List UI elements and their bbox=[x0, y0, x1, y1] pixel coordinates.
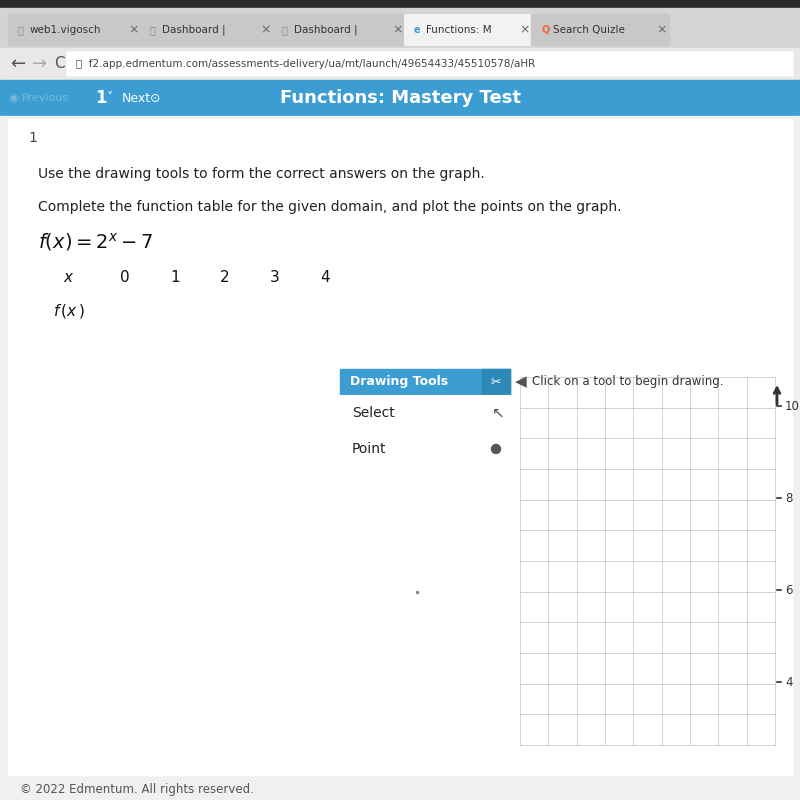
Text: ↖: ↖ bbox=[492, 406, 505, 421]
Bar bbox=[200, 294, 250, 327]
Bar bbox=[100, 294, 150, 327]
Text: web1.vigosch: web1.vigosch bbox=[30, 25, 102, 35]
Bar bbox=[250, 294, 300, 327]
Text: 🌐: 🌐 bbox=[18, 25, 24, 35]
Text: ←: ← bbox=[10, 55, 25, 73]
Text: © 2022 Edmentum. All rights reserved.: © 2022 Edmentum. All rights reserved. bbox=[20, 782, 254, 795]
Bar bbox=[150, 294, 200, 327]
Text: ˅: ˅ bbox=[107, 91, 114, 105]
Text: Q: Q bbox=[541, 25, 550, 35]
Text: 🔒  f2.app.edmentum.com/assessments-delivery/ua/mt/launch/49654433/45510578/aHR: 🔒 f2.app.edmentum.com/assessments-delive… bbox=[76, 59, 535, 69]
Text: $\mathit{f}(\mathit{x}) = 2^\mathit{x} - 7$: $\mathit{f}(\mathit{x}) = 2^\mathit{x} -… bbox=[38, 231, 154, 253]
Bar bbox=[150, 261, 200, 294]
Bar bbox=[340, 395, 510, 431]
Text: C: C bbox=[54, 57, 65, 71]
Text: ×: × bbox=[392, 23, 402, 37]
FancyBboxPatch shape bbox=[8, 14, 142, 46]
Text: 1: 1 bbox=[170, 270, 180, 285]
Text: 🔔: 🔔 bbox=[282, 25, 288, 35]
Text: 0: 0 bbox=[120, 270, 130, 285]
Text: Functions: M: Functions: M bbox=[426, 25, 492, 35]
Text: Previous: Previous bbox=[22, 93, 69, 103]
Text: Search Quizle: Search Quizle bbox=[553, 25, 625, 35]
Text: 8: 8 bbox=[785, 492, 792, 505]
Text: Select: Select bbox=[352, 406, 394, 420]
Bar bbox=[8, 119, 792, 775]
Bar bbox=[340, 369, 510, 395]
Text: $\mathit{f\,(x\,)}$: $\mathit{f\,(x\,)}$ bbox=[53, 302, 85, 319]
Text: Functions: Mastery Test: Functions: Mastery Test bbox=[279, 89, 521, 107]
Text: 4: 4 bbox=[785, 676, 793, 689]
Text: ×: × bbox=[519, 23, 530, 37]
Bar bbox=[340, 431, 510, 467]
Bar bbox=[300, 294, 350, 327]
Bar bbox=[520, 377, 775, 745]
Text: →: → bbox=[32, 55, 47, 73]
Text: 3: 3 bbox=[270, 270, 280, 285]
Text: ⊙: ⊙ bbox=[150, 91, 161, 105]
FancyBboxPatch shape bbox=[140, 14, 274, 46]
FancyBboxPatch shape bbox=[404, 14, 533, 46]
Text: Use the drawing tools to form the correct answers on the graph.: Use the drawing tools to form the correc… bbox=[38, 167, 485, 181]
Bar bbox=[300, 261, 350, 294]
Text: 10: 10 bbox=[785, 400, 800, 413]
Bar bbox=[200, 261, 250, 294]
Text: 🔔: 🔔 bbox=[150, 25, 156, 35]
Text: $\mathit{x}$: $\mathit{x}$ bbox=[63, 270, 74, 285]
Bar bbox=[0, 80, 800, 116]
Text: Dashboard |: Dashboard | bbox=[294, 25, 358, 35]
Text: ◀: ◀ bbox=[515, 374, 526, 390]
FancyBboxPatch shape bbox=[272, 14, 406, 46]
Text: Click on a tool to begin drawing.: Click on a tool to begin drawing. bbox=[532, 375, 723, 389]
Text: e: e bbox=[414, 25, 421, 35]
Text: 4: 4 bbox=[320, 270, 330, 285]
Text: Dashboard |: Dashboard | bbox=[162, 25, 226, 35]
FancyBboxPatch shape bbox=[17, 126, 49, 150]
Bar bbox=[250, 261, 300, 294]
Text: 1: 1 bbox=[29, 131, 38, 145]
Circle shape bbox=[491, 445, 501, 454]
Text: Point: Point bbox=[352, 442, 386, 456]
Bar bbox=[0, 778, 800, 800]
Bar bbox=[38, 261, 100, 294]
Text: 6: 6 bbox=[785, 584, 793, 597]
Bar bbox=[38, 294, 100, 327]
Bar bbox=[482, 369, 510, 395]
Bar bbox=[0, 116, 800, 778]
Text: ✂: ✂ bbox=[490, 375, 502, 389]
Text: ×: × bbox=[260, 23, 270, 37]
Text: ◉: ◉ bbox=[8, 93, 18, 103]
Bar bbox=[340, 467, 510, 745]
Bar bbox=[100, 261, 150, 294]
Text: 2: 2 bbox=[220, 270, 230, 285]
FancyBboxPatch shape bbox=[531, 14, 670, 46]
Text: ×: × bbox=[128, 23, 138, 37]
Text: Next: Next bbox=[122, 91, 151, 105]
Text: Drawing Tools: Drawing Tools bbox=[350, 375, 448, 389]
FancyBboxPatch shape bbox=[67, 52, 793, 76]
Bar bbox=[0, 48, 800, 80]
Text: Complete the function table for the given domain, and plot the points on the gra: Complete the function table for the give… bbox=[38, 200, 622, 214]
Text: ×: × bbox=[656, 23, 666, 37]
Text: 1: 1 bbox=[95, 89, 106, 107]
